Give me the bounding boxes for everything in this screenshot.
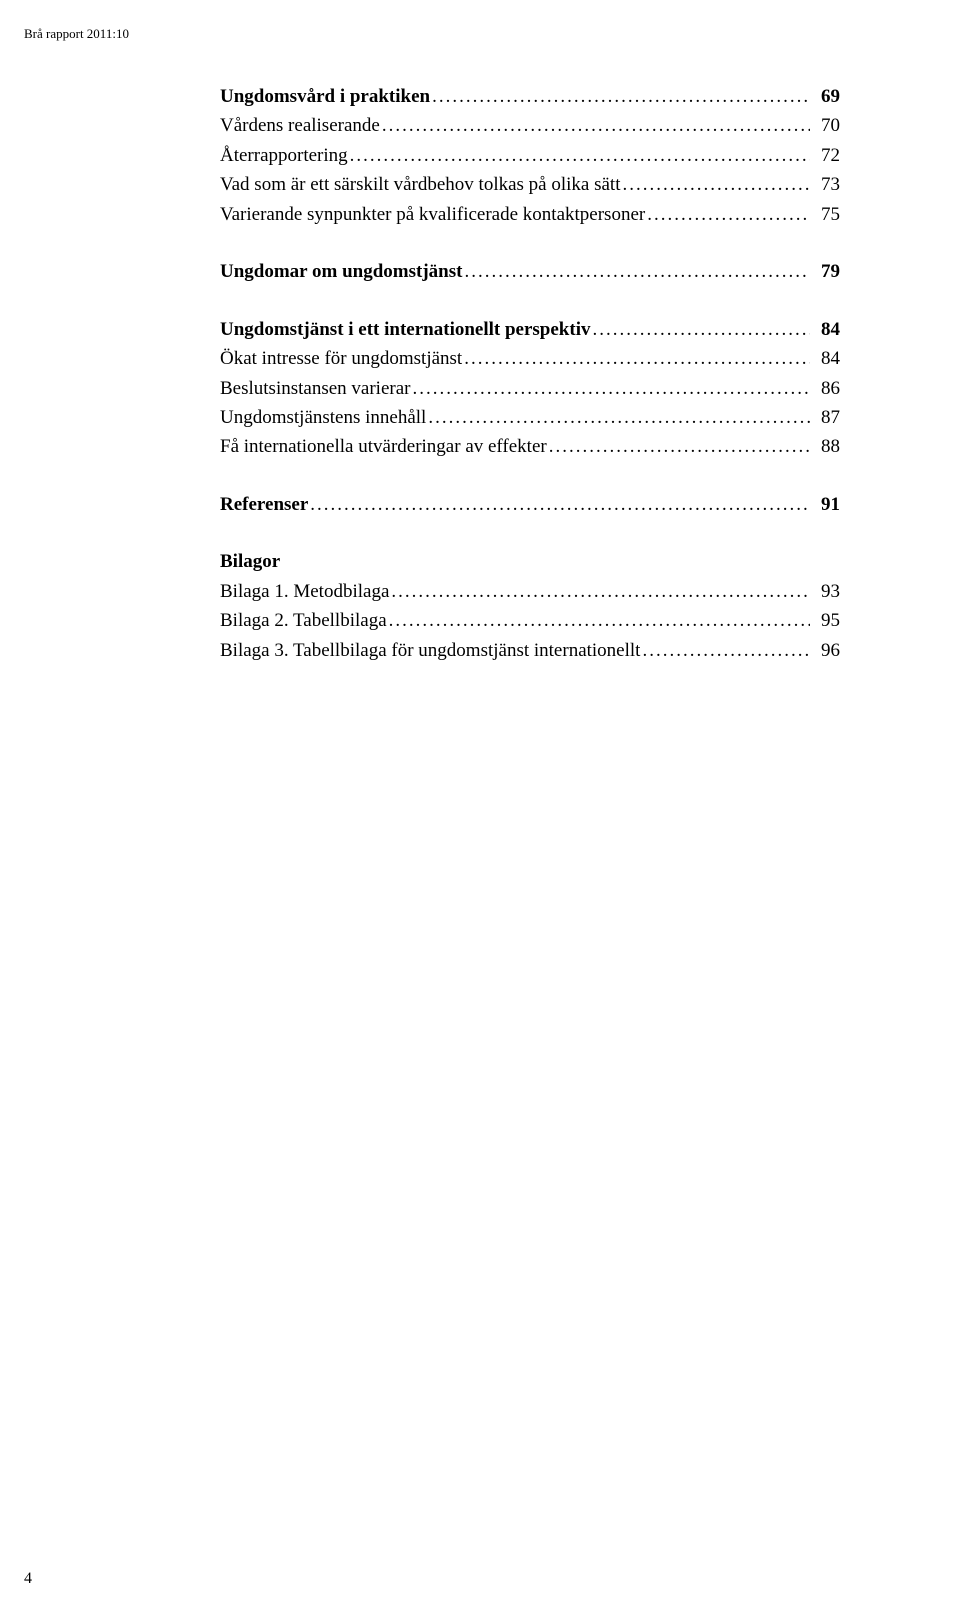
toc-leader: [647, 200, 810, 229]
toc-item-row: Varierande synpunkter på kvalificerade k…: [220, 200, 840, 229]
toc-item-label: Varierande synpunkter på kvalificerade k…: [220, 200, 645, 229]
toc-leader: [464, 257, 810, 286]
toc-item-row: Återrapportering 72: [220, 141, 840, 170]
toc-item-page: 70: [812, 111, 840, 140]
toc-item-row: Få internationella utvärderingar av effe…: [220, 432, 840, 461]
toc-item-page: 84: [812, 344, 840, 373]
toc-heading-page: 79: [812, 257, 840, 286]
toc-item-row: Ökat intresse för ungdomstjänst 84: [220, 344, 840, 373]
toc-leader: [428, 403, 810, 432]
toc-leader: [350, 141, 810, 170]
document-page: Brå rapport 2011:10 Ungdomsvård i prakti…: [0, 0, 960, 1622]
toc-leader: [382, 111, 810, 140]
toc-leader: [310, 490, 810, 519]
toc-heading-label: Ungdomar om ungdomstjänst: [220, 257, 462, 286]
toc-item-page: 73: [812, 170, 840, 199]
toc-item-label: Ungdomstjänstens innehåll: [220, 403, 426, 432]
toc-leader: [432, 82, 810, 111]
toc-item-page: 96: [812, 636, 840, 665]
toc-heading-page: 84: [812, 315, 840, 344]
toc-item-label: Få internationella utvärderingar av effe…: [220, 432, 547, 461]
toc-heading-bilagor: Bilagor: [220, 547, 280, 576]
toc-heading-label: Ungdomsvård i praktiken: [220, 82, 430, 111]
toc-spacer: [220, 519, 840, 547]
toc-item-row: Vårdens realiserande 70: [220, 111, 840, 140]
toc-spacer: [220, 229, 840, 257]
toc-item-page: 72: [812, 141, 840, 170]
toc-item-label: Bilaga 3. Tabellbilaga för ungdomstjänst…: [220, 636, 640, 665]
page-number: 4: [24, 1570, 32, 1588]
toc-spacer: [220, 462, 840, 490]
toc-item-label: Vårdens realiserande: [220, 111, 380, 140]
toc-item-page: 93: [812, 577, 840, 606]
toc-item-page: 95: [812, 606, 840, 635]
toc-heading-row: Ungdomsvård i praktiken 69: [220, 82, 840, 111]
toc-item-row: Bilaga 2. Tabellbilaga 95: [220, 606, 840, 635]
toc-item-row: Beslutsinstansen varierar 86: [220, 374, 840, 403]
toc-heading-label: Referenser: [220, 490, 308, 519]
toc-leader: [391, 577, 810, 606]
toc-item-label: Bilaga 1. Metodbilaga: [220, 577, 389, 606]
toc-item-row: Bilaga 3. Tabellbilaga för ungdomstjänst…: [220, 636, 840, 665]
toc-item-row: Ungdomstjänstens innehåll 87: [220, 403, 840, 432]
report-header-label: Brå rapport 2011:10: [24, 26, 129, 42]
toc-item-page: 87: [812, 403, 840, 432]
toc-heading-row: Bilagor: [220, 547, 840, 576]
toc-item-row: Vad som är ett särskilt vårdbehov tolkas…: [220, 170, 840, 199]
toc-item-page: 88: [812, 432, 840, 461]
toc-heading-page: 69: [812, 82, 840, 111]
toc-item-row: Bilaga 1. Metodbilaga 93: [220, 577, 840, 606]
toc-item-label: Beslutsinstansen varierar: [220, 374, 410, 403]
toc-leader: [592, 315, 810, 344]
toc-heading-row: Ungdomstjänst i ett internationellt pers…: [220, 315, 840, 344]
toc-leader: [389, 606, 810, 635]
table-of-contents: Ungdomsvård i praktiken 69 Vårdens reali…: [220, 82, 840, 665]
toc-heading-label: Ungdomstjänst i ett internationellt pers…: [220, 315, 590, 344]
toc-item-page: 86: [812, 374, 840, 403]
toc-spacer: [220, 287, 840, 315]
toc-leader: [642, 636, 810, 665]
toc-item-label: Bilaga 2. Tabellbilaga: [220, 606, 387, 635]
toc-heading-row: Referenser 91: [220, 490, 840, 519]
toc-leader: [464, 344, 810, 373]
toc-item-page: 75: [812, 200, 840, 229]
toc-item-label: Återrapportering: [220, 141, 348, 170]
toc-item-label: Ökat intresse för ungdomstjänst: [220, 344, 462, 373]
toc-heading-page: 91: [812, 490, 840, 519]
toc-item-label: Vad som är ett särskilt vårdbehov tolkas…: [220, 170, 621, 199]
toc-leader: [412, 374, 810, 403]
toc-heading-row: Ungdomar om ungdomstjänst 79: [220, 257, 840, 286]
toc-leader: [549, 432, 810, 461]
toc-leader: [623, 170, 811, 199]
